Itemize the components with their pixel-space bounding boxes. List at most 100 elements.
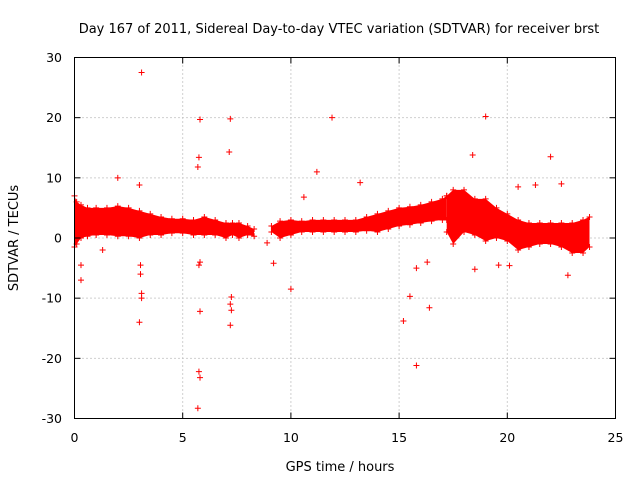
data-point: [443, 192, 450, 199]
data-point: [331, 216, 338, 223]
x-tick-label: 0: [71, 430, 79, 445]
data-point: [342, 216, 348, 223]
data-point: [564, 272, 571, 279]
data-point: [287, 216, 294, 223]
data-point: [320, 228, 327, 235]
data-point: [547, 219, 554, 226]
data-point: [228, 307, 235, 314]
data-point: [558, 219, 565, 226]
data-point: [309, 228, 316, 235]
data-point: [586, 244, 593, 251]
data-point: [226, 148, 233, 155]
data-point: [227, 322, 234, 329]
data-point: [235, 219, 242, 226]
data-point: [471, 195, 478, 202]
data-point: [450, 241, 457, 248]
data-point: [569, 250, 576, 257]
data-point: [428, 218, 435, 225]
data-point: [406, 221, 413, 228]
data-point: [504, 238, 511, 245]
data-point: [352, 216, 359, 223]
data-point: [179, 230, 186, 237]
data-point: [495, 262, 502, 269]
data-point: [136, 207, 143, 214]
data-point: [212, 231, 219, 238]
x-tick-label: 25: [608, 430, 624, 445]
data-point: [504, 210, 511, 217]
data-point: [268, 228, 275, 235]
y-tick-label: -10: [42, 291, 62, 306]
data-point: [426, 304, 433, 311]
data-point: [558, 180, 565, 187]
data-point: [168, 215, 175, 222]
data-point: [137, 262, 144, 269]
data-point: [201, 213, 208, 220]
data-point: [493, 204, 500, 211]
data-point: [270, 260, 277, 267]
data-point: [385, 225, 392, 232]
data-point: [298, 218, 305, 225]
data-point: [482, 195, 489, 202]
data-point: [493, 235, 500, 241]
data-point: [532, 182, 539, 189]
data-point: [536, 241, 543, 248]
y-axis-label: SDTVAR / TECUs: [7, 185, 22, 292]
data-point: [396, 222, 403, 229]
data-point: [558, 244, 565, 251]
data-point: [406, 293, 413, 300]
data-point: [385, 207, 392, 214]
data-point: [251, 225, 258, 232]
data-point: [413, 265, 420, 272]
data-point: [251, 233, 258, 240]
data-point: [450, 186, 457, 193]
data-point: [222, 219, 229, 226]
data-point: [320, 216, 327, 223]
data-point: [515, 183, 522, 190]
data-point: [482, 238, 489, 245]
data-point: [580, 250, 587, 257]
data-point: [229, 231, 236, 238]
data-point: [547, 241, 554, 248]
data-point: [309, 216, 316, 223]
data-point: [136, 319, 143, 326]
y-tick-label: 20: [46, 110, 62, 125]
data-point: [374, 228, 381, 235]
data-point: [277, 218, 284, 225]
data-point: [114, 203, 121, 210]
data-point: [374, 210, 381, 217]
data-point: [103, 204, 110, 211]
y-tick-label: -30: [42, 411, 62, 426]
data-point: [268, 222, 275, 229]
data-point: [482, 113, 489, 120]
data-point: [197, 116, 204, 123]
x-tick-label: 10: [283, 430, 299, 445]
data-point: [443, 228, 450, 235]
data-point: [228, 293, 235, 300]
data-point: [190, 231, 197, 238]
data-point: [515, 247, 522, 254]
data-point: [515, 216, 522, 223]
data-point: [396, 204, 403, 211]
data-point: [244, 231, 251, 238]
data-point: [99, 247, 106, 254]
data-point: [287, 231, 294, 238]
data-point: [147, 210, 154, 217]
data-point: [506, 262, 513, 269]
data-point: [439, 195, 446, 202]
chart-title: Day 167 of 2011, Sidereal Day-to-day VTE…: [79, 22, 600, 37]
data-point: [84, 233, 91, 240]
data-point: [417, 219, 424, 226]
data-band: [271, 195, 447, 238]
x-tick-label: 5: [179, 430, 187, 445]
data-point: [406, 203, 413, 210]
y-tick-label: -20: [42, 351, 62, 366]
x-axis-label: GPS time / hours: [286, 460, 395, 475]
data-point: [357, 179, 364, 186]
data-point: [77, 262, 84, 269]
data-point: [114, 233, 121, 240]
data-point: [469, 151, 476, 158]
data-point: [125, 204, 132, 211]
data-point: [195, 154, 202, 161]
data-point: [147, 231, 154, 238]
data-band: [74, 195, 255, 247]
